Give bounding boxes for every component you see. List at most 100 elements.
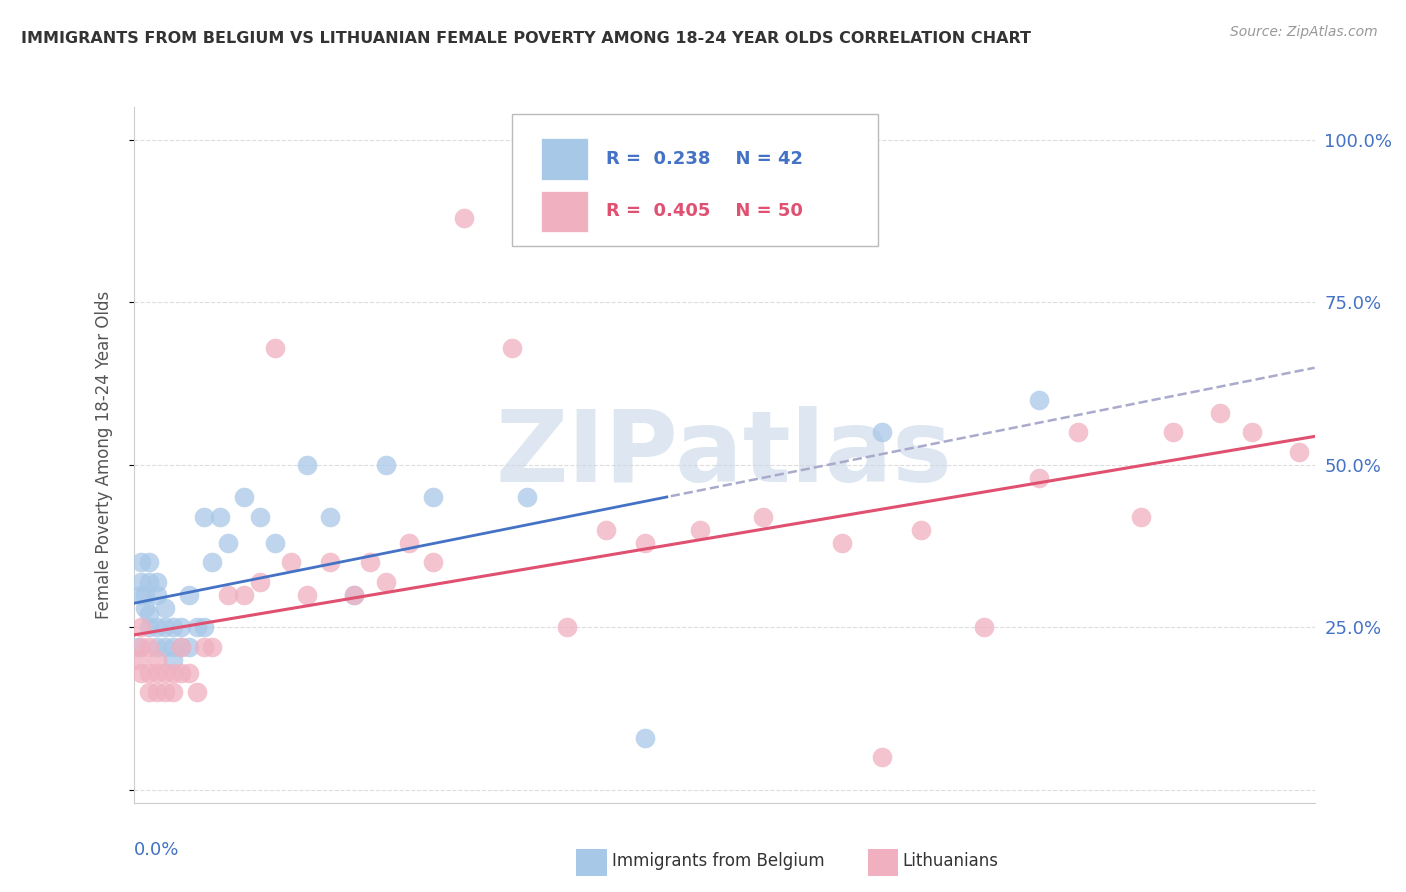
Point (343, 588, 366, 602)
Point (374, 458, 396, 472)
Y-axis label: Female Poverty Among 18-24 Year Olds: Female Poverty Among 18-24 Year Olds (94, 291, 112, 619)
Point (1028, 471, 1050, 485)
Point (134, 588, 156, 602)
Point (359, 555, 381, 569)
FancyBboxPatch shape (512, 114, 877, 246)
Point (131, 588, 153, 602)
Point (264, 535, 287, 549)
Point (138, 665, 160, 680)
Point (131, 555, 153, 569)
Point (249, 574, 271, 589)
Point (170, 620, 193, 634)
Point (153, 665, 176, 680)
Point (910, 523, 932, 537)
Point (1028, 392, 1050, 407)
Point (162, 620, 184, 634)
Point (146, 588, 169, 602)
Point (634, 535, 657, 549)
Point (422, 490, 444, 504)
Point (162, 665, 184, 680)
Point (138, 555, 160, 569)
Point (870, 425, 893, 439)
Point (1067, 425, 1090, 439)
Text: 0.0%: 0.0% (134, 841, 179, 859)
Point (170, 640, 193, 654)
Point (177, 588, 200, 602)
Point (153, 620, 176, 634)
Point (422, 555, 444, 569)
Point (217, 588, 239, 602)
Point (295, 588, 318, 602)
Bar (541, 191, 588, 232)
Point (516, 490, 538, 504)
Text: R =  0.405    N = 50: R = 0.405 N = 50 (606, 202, 803, 220)
Point (193, 509, 215, 524)
Point (134, 600, 156, 615)
Point (162, 640, 184, 654)
Point (280, 555, 302, 569)
Point (127, 653, 149, 667)
Point (595, 523, 617, 537)
Point (831, 535, 853, 549)
Point (146, 685, 169, 699)
Point (501, 341, 523, 355)
Point (634, 731, 657, 745)
Bar (541, 138, 588, 180)
Point (138, 640, 160, 654)
Point (1209, 406, 1232, 420)
Point (398, 535, 420, 549)
Point (1240, 425, 1263, 439)
Point (146, 640, 169, 654)
Point (232, 490, 254, 504)
Point (162, 685, 184, 699)
Point (201, 555, 224, 569)
Point (752, 509, 775, 524)
Text: Lithuanians: Lithuanians (903, 852, 998, 870)
Point (249, 509, 271, 524)
Point (127, 640, 149, 654)
Point (146, 620, 169, 634)
Point (193, 640, 215, 654)
Point (295, 458, 318, 472)
Point (319, 509, 342, 524)
Text: ZIPatlas: ZIPatlas (496, 407, 952, 503)
Point (131, 574, 153, 589)
Text: R =  0.238    N = 42: R = 0.238 N = 42 (606, 150, 803, 169)
Point (146, 574, 169, 589)
Point (264, 341, 287, 355)
Point (209, 509, 232, 524)
Point (177, 665, 200, 680)
Point (343, 588, 366, 602)
Point (689, 523, 711, 537)
Point (131, 640, 153, 654)
Point (186, 685, 208, 699)
Point (973, 620, 995, 634)
Point (138, 685, 160, 699)
Point (138, 607, 160, 622)
Point (870, 750, 893, 764)
Point (1288, 444, 1310, 458)
Point (146, 665, 169, 680)
Point (162, 653, 184, 667)
Point (186, 620, 208, 634)
Point (1130, 509, 1153, 524)
Point (131, 620, 153, 634)
Point (193, 620, 215, 634)
Point (1161, 425, 1184, 439)
Point (177, 640, 200, 654)
Text: IMMIGRANTS FROM BELGIUM VS LITHUANIAN FEMALE POVERTY AMONG 18-24 YEAR OLDS CORRE: IMMIGRANTS FROM BELGIUM VS LITHUANIAN FE… (21, 31, 1031, 46)
Point (170, 665, 193, 680)
Point (146, 653, 169, 667)
Text: Source: ZipAtlas.com: Source: ZipAtlas.com (1230, 25, 1378, 39)
Text: Immigrants from Belgium: Immigrants from Belgium (612, 852, 824, 870)
Point (153, 600, 176, 615)
Point (201, 640, 224, 654)
Point (555, 620, 578, 634)
Point (170, 640, 193, 654)
Point (374, 574, 396, 589)
Point (153, 685, 176, 699)
Point (138, 620, 160, 634)
Point (217, 535, 239, 549)
Point (153, 640, 176, 654)
Point (453, 211, 475, 225)
